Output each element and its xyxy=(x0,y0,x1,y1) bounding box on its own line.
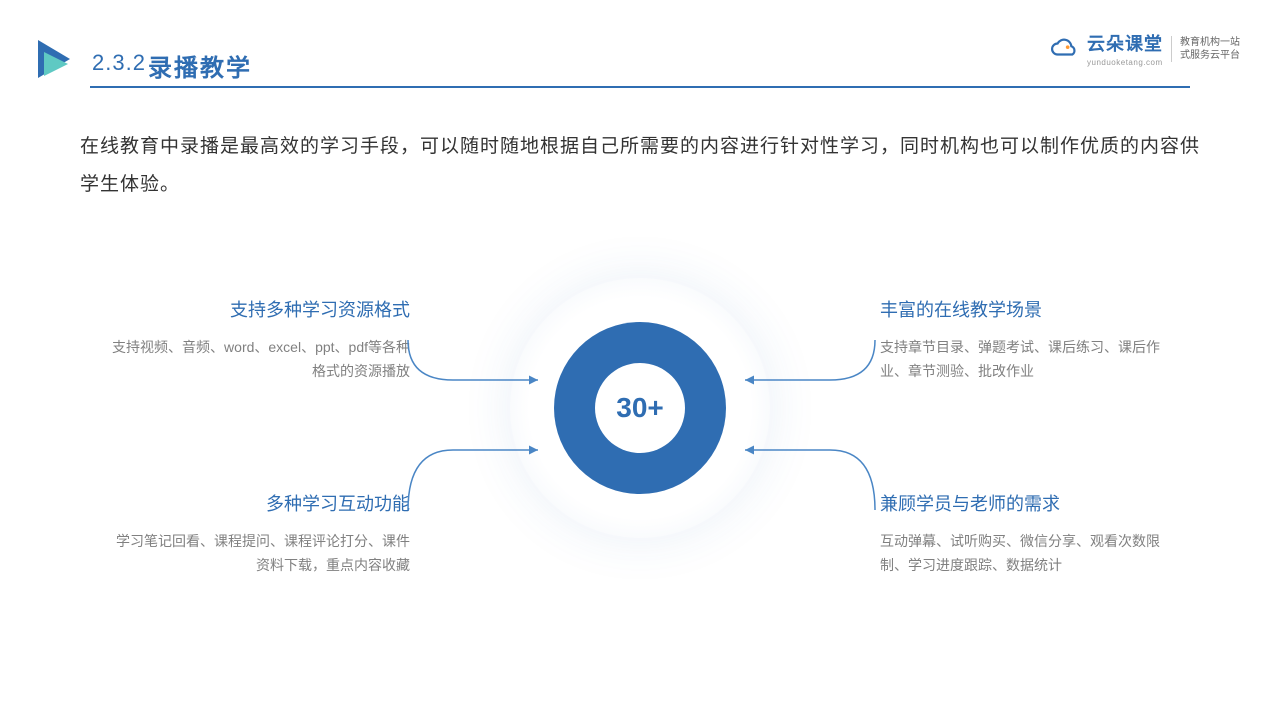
feature-title: 多种学习互动功能 xyxy=(110,490,410,516)
brand-logo: 云朵课堂 yunduoketang.com 教育机构一站 式服务云平台 xyxy=(1049,30,1240,67)
feature-desc: 支持章节目录、弹题考试、课后练习、课后作业、章节测验、批改作业 xyxy=(880,336,1180,384)
feature-title: 支持多种学习资源格式 xyxy=(110,296,410,322)
feature-desc: 支持视频、音频、word、excel、ppt、pdf等各种格式的资源播放 xyxy=(110,336,410,384)
section-title: 录播教学 xyxy=(148,48,252,83)
feature-desc: 互动弹幕、试听购买、微信分享、观看次数限制、学习进度跟踪、数据统计 xyxy=(880,530,1180,578)
brand-tagline-l1: 教育机构一站 xyxy=(1180,36,1240,49)
slide: 2.3.2 录播教学 云朵课堂 yunduoketang.com 教育机构一站 … xyxy=(0,0,1280,720)
brand-url: yunduoketang.com xyxy=(1087,58,1163,67)
feature-bottom-right: 兼顾学员与老师的需求 互动弹幕、试听购买、微信分享、观看次数限制、学习进度跟踪、… xyxy=(880,490,1180,578)
feature-top-left: 支持多种学习资源格式 支持视频、音频、word、excel、ppt、pdf等各种… xyxy=(110,296,410,384)
feature-desc: 学习笔记回看、课程提问、课程评论打分、课件资料下载，重点内容收藏 xyxy=(110,530,410,578)
intro-paragraph: 在线教育中录播是最高效的学习手段，可以随时随地根据自己所需要的内容进行针对性学习… xyxy=(80,128,1200,204)
cloud-icon xyxy=(1049,38,1079,60)
feature-top-right: 丰富的在线教学场景 支持章节目录、弹题考试、课后练习、课后作业、章节测验、批改作… xyxy=(880,296,1180,384)
feature-title: 丰富的在线教学场景 xyxy=(880,296,1180,322)
brand-name: 云朵课堂 xyxy=(1087,34,1163,54)
section-number: 2.3.2 xyxy=(92,50,146,76)
ring-value: 30+ xyxy=(616,392,664,424)
title-underline xyxy=(90,86,1190,88)
center-ring: 30+ xyxy=(510,278,770,538)
brand-tagline-l2: 式服务云平台 xyxy=(1180,49,1240,62)
ring-inner: 30+ xyxy=(595,363,685,453)
section-icon xyxy=(34,36,80,82)
brand-tagline: 教育机构一站 式服务云平台 xyxy=(1171,36,1240,62)
feature-title: 兼顾学员与老师的需求 xyxy=(880,490,1180,516)
feature-bottom-left: 多种学习互动功能 学习笔记回看、课程提问、课程评论打分、课件资料下载，重点内容收… xyxy=(110,490,410,578)
